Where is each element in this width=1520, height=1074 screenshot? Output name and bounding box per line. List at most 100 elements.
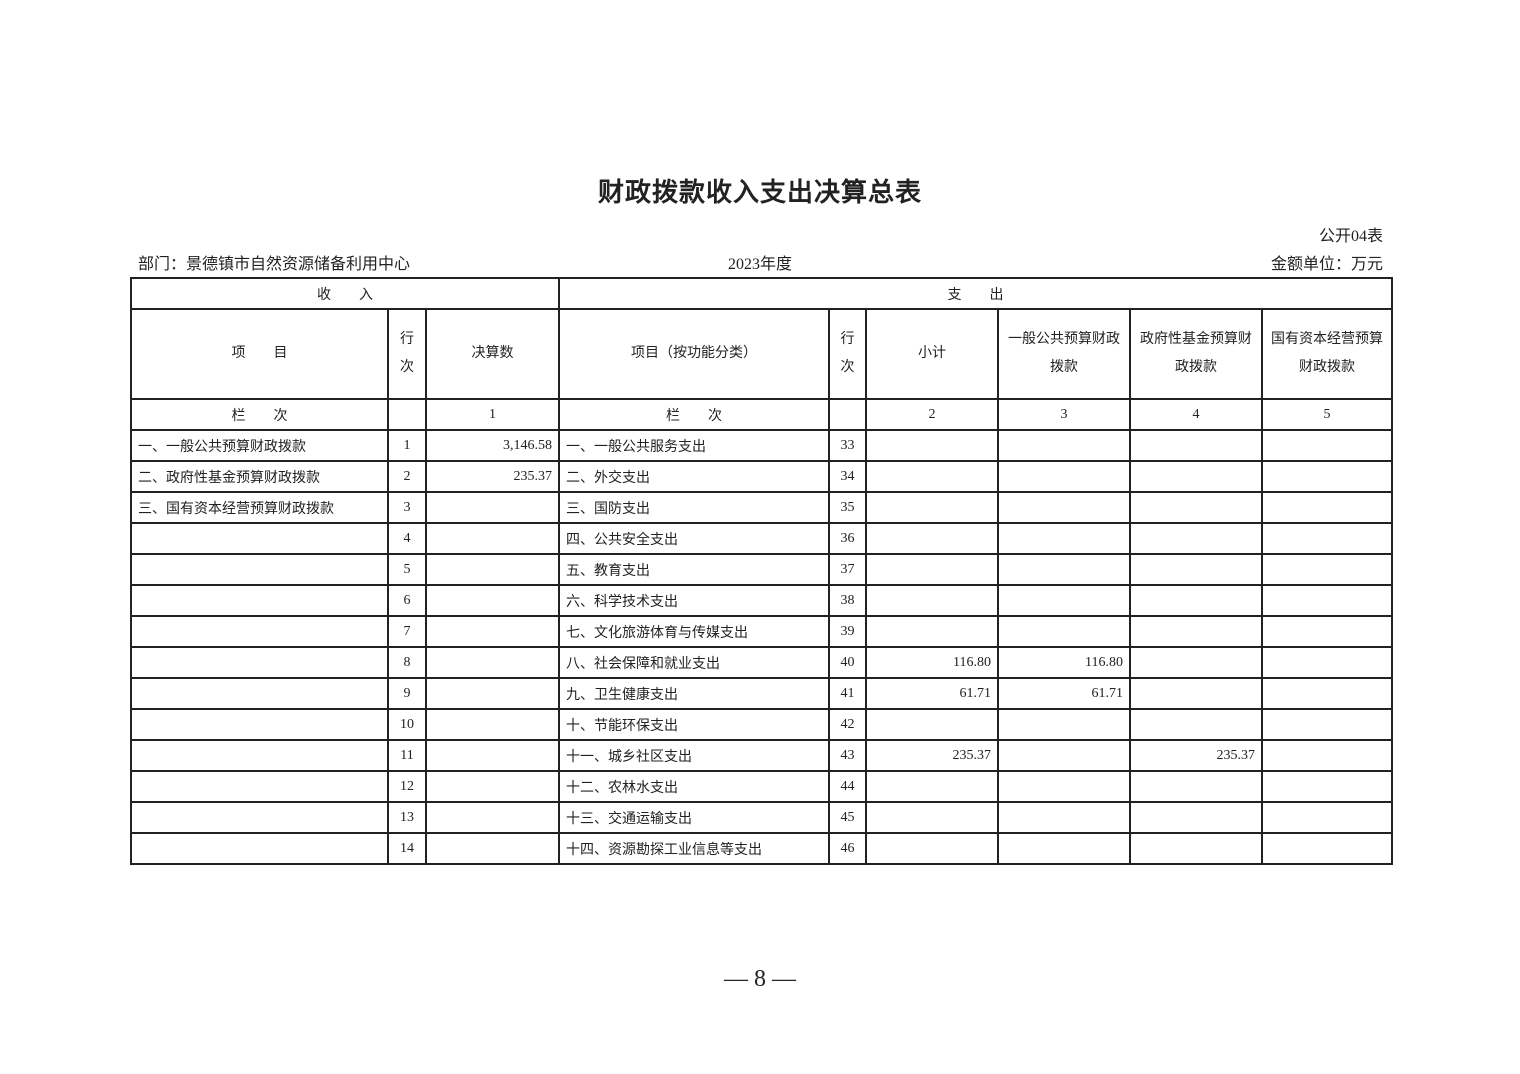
col-label: 栏 次 bbox=[558, 398, 831, 431]
cell-sub bbox=[865, 491, 1000, 524]
cell-in-amt: 3,146.58 bbox=[424, 429, 561, 462]
cell-gen bbox=[997, 770, 1132, 803]
cell-in-no: 1 bbox=[387, 429, 427, 462]
cell-fund bbox=[1129, 708, 1264, 741]
cell-ex-item: 十四、资源勘探工业信息等支出 bbox=[558, 832, 831, 865]
cell-in-no: 4 bbox=[387, 522, 427, 555]
table-row: 9 九、卫生健康支出 41 61.71 61.71 bbox=[130, 677, 1394, 710]
cell-cap bbox=[1261, 739, 1394, 772]
cell-gen bbox=[997, 429, 1132, 462]
cell-in-no: 11 bbox=[387, 739, 427, 772]
cell-cap bbox=[1261, 801, 1394, 834]
cell-fund bbox=[1129, 832, 1264, 865]
cell-ex-item: 九、卫生健康支出 bbox=[558, 677, 831, 710]
form-code: 公开04表 bbox=[1318, 228, 1383, 245]
cell-ex-no: 40 bbox=[828, 646, 868, 679]
cell-in-item bbox=[130, 677, 389, 710]
cell-gen bbox=[997, 801, 1132, 834]
col-row-no: 行次 bbox=[387, 308, 427, 400]
cell-sub bbox=[865, 553, 1000, 586]
cell-in-amt bbox=[424, 832, 561, 865]
table-row: 二、政府性基金预算财政拨款 2 235.37 二、外交支出 34 bbox=[130, 460, 1394, 493]
cell-ex-no: 39 bbox=[828, 615, 868, 648]
cell-ex-item: 六、科学技术支出 bbox=[558, 584, 831, 617]
table-row: 7 七、文化旅游体育与传媒支出 39 bbox=[130, 615, 1394, 648]
cell-sub bbox=[865, 708, 1000, 741]
cell-gen: 61.71 bbox=[997, 677, 1132, 710]
expense-header: 支 出 bbox=[558, 277, 1394, 310]
cell-fund bbox=[1129, 677, 1264, 710]
cell-sub: 116.80 bbox=[865, 646, 1000, 679]
cell-in-item bbox=[130, 832, 389, 865]
cell-gen bbox=[997, 522, 1132, 555]
cell-ex-no: 38 bbox=[828, 584, 868, 617]
cell-ex-no: 37 bbox=[828, 553, 868, 586]
income-header: 收 入 bbox=[129, 277, 561, 310]
cell-cap bbox=[1261, 491, 1394, 524]
cell-in-no: 12 bbox=[387, 770, 427, 803]
cell-in-amt bbox=[424, 584, 561, 617]
cell-in-no: 2 bbox=[387, 460, 427, 493]
cell-gen bbox=[997, 615, 1132, 648]
cell-sub bbox=[865, 832, 1000, 865]
cell-cap bbox=[1261, 460, 1394, 493]
col-num: 2 bbox=[865, 398, 1000, 431]
col-item-func: 项目（按功能分类） bbox=[558, 308, 831, 400]
cell-fund bbox=[1129, 801, 1264, 834]
cell-fund bbox=[1129, 615, 1264, 648]
table-row: 13 十三、交通运输支出 45 bbox=[130, 801, 1394, 834]
table-row: 14 十四、资源勘探工业信息等支出 46 bbox=[130, 832, 1394, 865]
col-fund: 政府性基金预算财政拨款 bbox=[1129, 308, 1264, 400]
cell-sub bbox=[865, 801, 1000, 834]
cell-in-no: 5 bbox=[387, 553, 427, 586]
cell-cap bbox=[1261, 708, 1394, 741]
section-header-row: 收 入 支 出 bbox=[129, 277, 1394, 310]
cell-in-amt bbox=[424, 770, 561, 803]
cell-in-no: 3 bbox=[387, 491, 427, 524]
cell-sub bbox=[865, 584, 1000, 617]
cell-in-item bbox=[130, 584, 389, 617]
cell-gen: 116.80 bbox=[997, 646, 1132, 679]
cell-cap bbox=[1261, 429, 1394, 462]
cell-fund: 235.37 bbox=[1129, 739, 1264, 772]
budget-table: 收 入 支 出 项 目 行次 决算数 项目（按功能分类） 行次 小计 一般公共预… bbox=[129, 277, 1394, 865]
table-row: 5 五、教育支出 37 bbox=[130, 553, 1394, 586]
cell-in-item: 一、一般公共预算财政拨款 bbox=[130, 429, 389, 462]
cell-in-no: 9 bbox=[387, 677, 427, 710]
cell-in-item: 二、政府性基金预算财政拨款 bbox=[130, 460, 389, 493]
cell-in-amt bbox=[424, 677, 561, 710]
col-row-no-2: 行次 bbox=[828, 308, 868, 400]
cell-cap bbox=[1261, 522, 1394, 555]
cell-cap bbox=[1261, 646, 1394, 679]
cell-cap bbox=[1261, 832, 1394, 865]
empty-cell bbox=[828, 398, 868, 431]
cell-in-no: 14 bbox=[387, 832, 427, 865]
col-subtotal: 小计 bbox=[865, 308, 1000, 400]
cell-gen bbox=[997, 553, 1132, 586]
cell-in-amt bbox=[424, 646, 561, 679]
cell-ex-item: 十二、农林水支出 bbox=[558, 770, 831, 803]
cell-in-item bbox=[130, 739, 389, 772]
cell-fund bbox=[1129, 491, 1264, 524]
table-row: 12 十二、农林水支出 44 bbox=[130, 770, 1394, 803]
column-header-row: 项 目 行次 决算数 项目（按功能分类） 行次 小计 一般公共预算财政拨款 政府… bbox=[130, 308, 1394, 400]
cell-in-item bbox=[130, 708, 389, 741]
table-row: 三、国有资本经营预算财政拨款 3 三、国防支出 35 bbox=[130, 491, 1394, 524]
cell-ex-item: 八、社会保障和就业支出 bbox=[558, 646, 831, 679]
cell-gen bbox=[997, 739, 1132, 772]
cell-ex-item: 二、外交支出 bbox=[558, 460, 831, 493]
cell-in-item bbox=[130, 646, 389, 679]
cell-sub bbox=[865, 522, 1000, 555]
cell-sub: 61.71 bbox=[865, 677, 1000, 710]
cell-ex-no: 35 bbox=[828, 491, 868, 524]
cell-in-amt bbox=[424, 491, 561, 524]
cell-in-amt bbox=[424, 615, 561, 648]
column-index-row: 栏 次 1 栏 次 2 3 4 5 bbox=[130, 398, 1394, 431]
table-row: 8 八、社会保障和就业支出 40 116.80 116.80 bbox=[130, 646, 1394, 679]
col-num: 3 bbox=[997, 398, 1132, 431]
table-row: 6 六、科学技术支出 38 bbox=[130, 584, 1394, 617]
cell-ex-no: 41 bbox=[828, 677, 868, 710]
cell-in-item: 三、国有资本经营预算财政拨款 bbox=[130, 491, 389, 524]
cell-in-amt bbox=[424, 708, 561, 741]
cell-in-amt bbox=[424, 553, 561, 586]
